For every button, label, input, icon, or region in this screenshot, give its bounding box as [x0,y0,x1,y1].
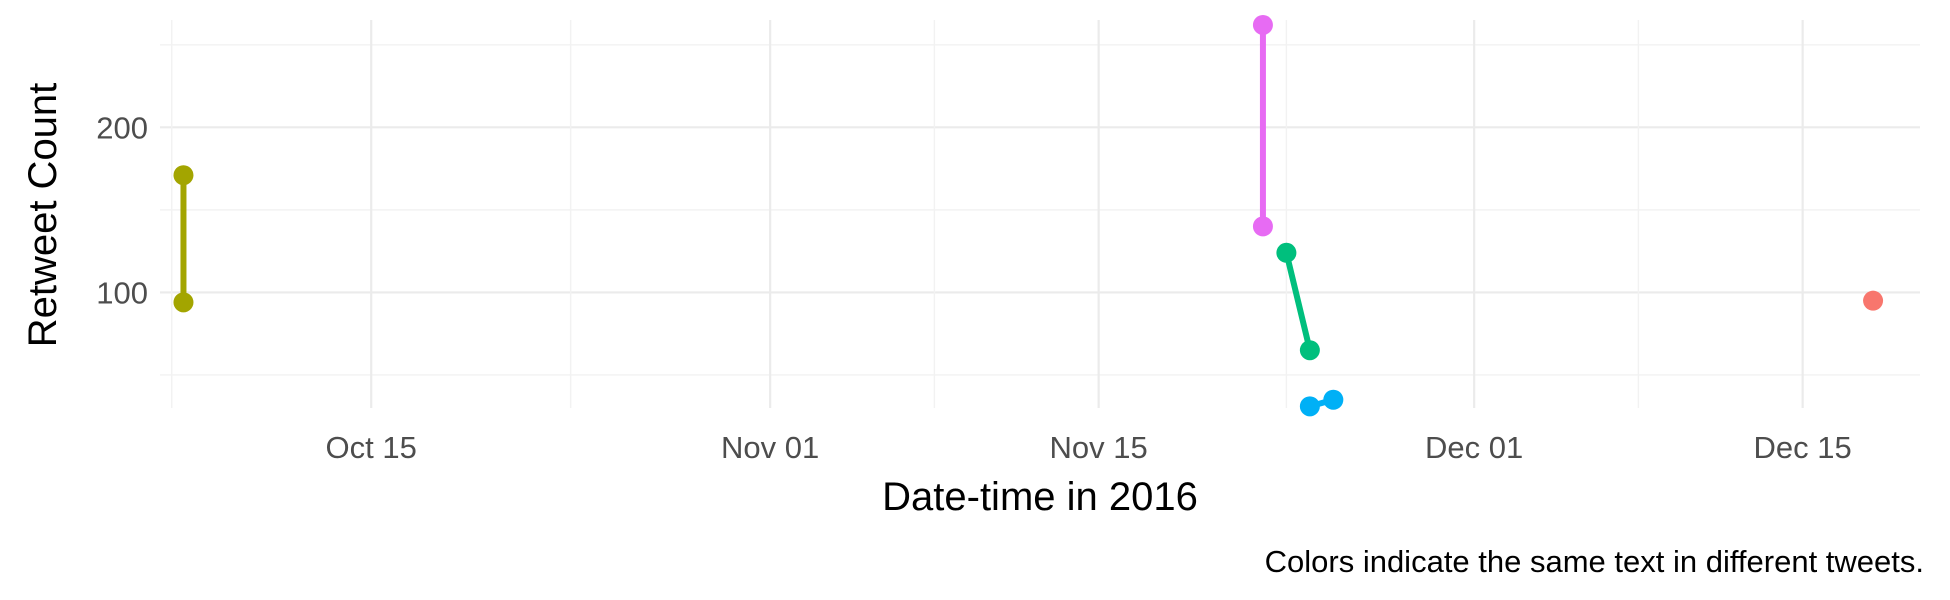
series-line [1283,249,1313,354]
x-axis-title: Date-time in 2016 [882,475,1198,519]
series-2 [1252,14,1273,237]
data-point [1276,242,1297,263]
data-series [173,14,1884,417]
data-point [1252,14,1273,35]
series-1 [173,165,194,313]
y-tick-label: 200 [96,110,148,145]
grid [160,20,1920,408]
series-5 [1863,290,1884,311]
x-tick-label: Dec 15 [1754,430,1852,465]
data-point [1299,340,1320,361]
chart-caption: Colors indicate the same text in differe… [1265,544,1924,579]
x-tick-label: Nov 15 [1050,430,1148,465]
y-axis-ticks: 100 200 [96,110,148,310]
x-tick-label: Oct 15 [326,430,417,465]
series-4 [1299,389,1344,417]
data-point [1299,396,1320,417]
data-point [1863,290,1884,311]
x-axis-ticks: Oct 15 Nov 01 Nov 15 Dec 01 Dec 15 [326,430,1852,465]
series-3 [1276,242,1320,361]
y-axis-title: Retweet Count [21,83,65,348]
data-point [173,292,194,313]
data-point [1252,216,1273,237]
data-point [1323,389,1344,410]
data-point [173,165,194,186]
y-tick-label: 100 [96,275,148,310]
x-tick-label: Nov 01 [721,430,819,465]
x-tick-label: Dec 01 [1425,430,1523,465]
